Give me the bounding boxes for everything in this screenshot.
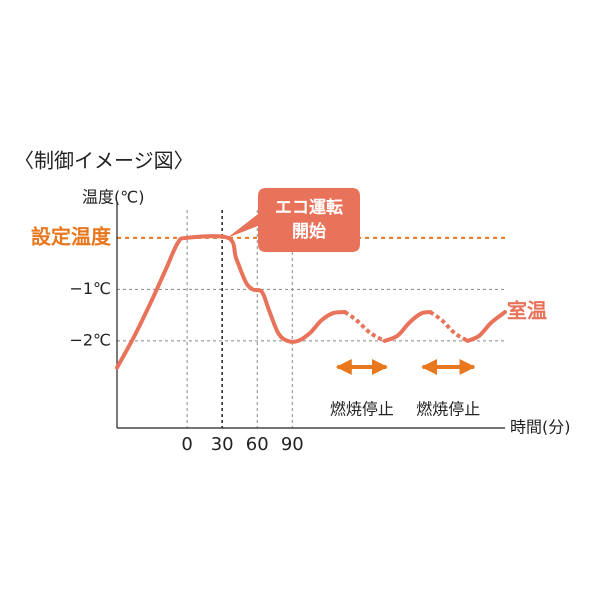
x-tick-label: 90 <box>281 434 304 455</box>
series-label: 室温 <box>507 299 547 323</box>
x-axis-label: 時間(分) <box>510 418 571 437</box>
x-tick-label: 0 <box>181 434 192 455</box>
y-tick-label: 設定温度 <box>31 224 112 248</box>
y-tick-label: −1℃ <box>69 279 111 298</box>
y-axis-label: 温度(℃) <box>82 188 144 207</box>
line-series <box>343 310 469 343</box>
y-tick-label: −2℃ <box>69 330 111 349</box>
callout-text: エコ運転 <box>275 197 343 218</box>
x-tick-label: 60 <box>246 434 269 455</box>
x-tick-label: 30 <box>211 434 234 455</box>
callout-text: 開始 <box>292 221 326 242</box>
line-series <box>115 234 507 370</box>
annotation: 燃焼停止 <box>330 400 394 419</box>
chart-title: 〈制御イメージ図〉 <box>14 149 194 173</box>
callout-bubble <box>227 188 360 252</box>
annotation: 燃焼停止 <box>416 400 480 419</box>
